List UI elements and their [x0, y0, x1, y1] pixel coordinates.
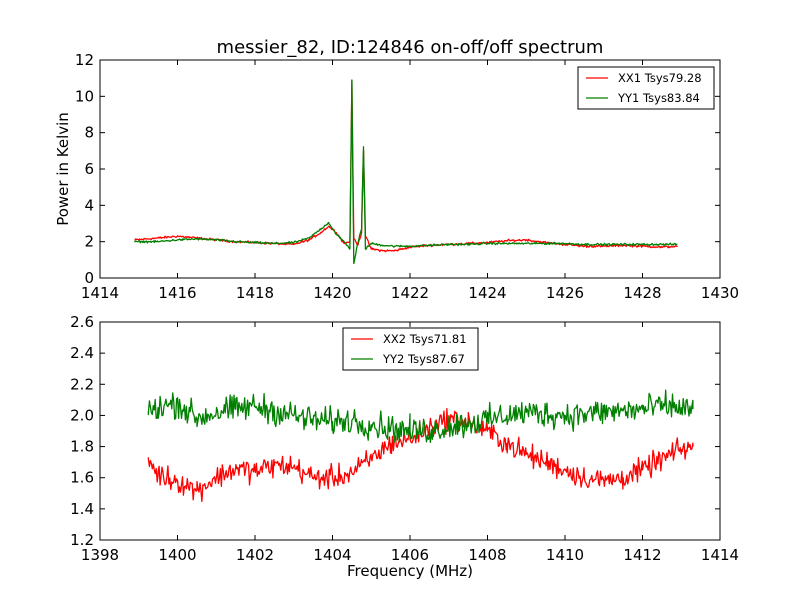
y-tick-label: 2.2	[70, 375, 94, 393]
legend-box	[577, 66, 715, 110]
y-tick-label: 2.6	[70, 313, 94, 331]
legend: XX1 Tsys79.28 YY1 Tsys83.84	[577, 66, 715, 110]
y-axis-label: Power in Kelvin	[54, 112, 72, 226]
legend: XX2 Tsys71.81 YY2 Tsys87.67	[342, 327, 479, 371]
x-tick-label: 1414	[81, 284, 119, 302]
bottom-panel: 1398 1400 1402 1404 1406 1408 1410 1412 1414 1.2 1…	[70, 313, 739, 580]
x-tick-label: 1420	[313, 284, 351, 302]
series-group	[147, 389, 694, 503]
x-axis-label: Frequency (MHz)	[347, 562, 473, 580]
x-tick-label: 1414	[701, 546, 739, 564]
legend-label: YY1 Tsys83.84	[617, 91, 700, 105]
x-tick-label: 1422	[391, 284, 429, 302]
y-tick-label: 12	[75, 51, 94, 69]
series-line-2-2	[147, 389, 694, 444]
x-tick-label: 1418	[236, 284, 274, 302]
x-tick-label: 1402	[236, 546, 274, 564]
x-tick-label: 1424	[468, 284, 506, 302]
y-tick-label: 6	[84, 160, 94, 178]
series-group	[134, 79, 679, 265]
y-tick-label: 2	[84, 233, 94, 251]
y-tick-label: 8	[84, 124, 94, 142]
x-tick-label: 1416	[158, 284, 196, 302]
y-tick-label: 4	[84, 196, 94, 214]
x-tick-label: 1426	[546, 284, 584, 302]
x-tick-label: 1406	[391, 546, 429, 564]
y-tick-label: 10	[75, 87, 94, 105]
series-line-1-2	[134, 79, 678, 265]
y-tick-label: 2.4	[70, 344, 94, 362]
y-tick-label: 1.6	[70, 469, 94, 487]
x-tick-label: 1428	[623, 284, 661, 302]
x-tick-label: 1410	[546, 546, 584, 564]
x-tick-label: 1430	[701, 284, 739, 302]
legend-box	[342, 327, 479, 371]
y-tick-label: 1.2	[70, 531, 94, 549]
legend-label: XX1 Tsys79.28	[618, 71, 702, 85]
legend-label: YY2 Tsys87.67	[382, 352, 465, 366]
x-tick-label: 1408	[468, 546, 506, 564]
x-tick-label: 1412	[623, 546, 661, 564]
figure-title: messier_82, ID:124846 on-off/off spectru…	[217, 37, 604, 58]
y-tick-label: 2.0	[70, 406, 94, 424]
y-tick-label: 0	[84, 269, 94, 287]
x-tick-label: 1398	[81, 546, 119, 564]
top-panel: 1414 1416 1418 1420 1422 1424 1426 1428 1430 0 2 4 6…	[54, 51, 739, 302]
legend-label: XX2 Tsys71.81	[383, 332, 467, 346]
x-tick-label: 1404	[313, 546, 351, 564]
y-tick-label: 1.4	[70, 500, 94, 518]
y-tick-label: 1.8	[70, 438, 94, 456]
x-tick-label: 1400	[158, 546, 196, 564]
